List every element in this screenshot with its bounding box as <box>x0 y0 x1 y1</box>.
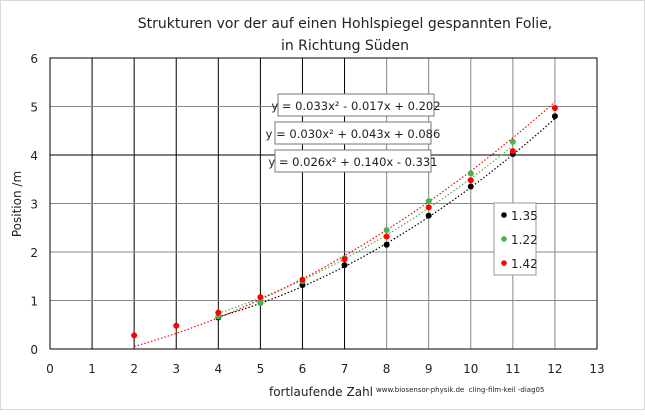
data-point-1.22 <box>509 138 516 145</box>
legend-marker-1.42 <box>501 260 507 266</box>
y-tick-label: 0 <box>30 343 38 357</box>
x-tick-label: 4 <box>214 362 222 376</box>
data-point-1.42 <box>341 256 348 263</box>
equation-box <box>274 121 432 145</box>
x-tick-label: 12 <box>547 362 562 376</box>
x-tick-label: 1 <box>88 362 96 376</box>
chart-title-line1: Strukturen vor der auf einen Hohlspiegel… <box>138 16 553 32</box>
data-point-1.42 <box>509 148 516 155</box>
watermark: www.biosensor-physik.de cling-film-keil … <box>376 386 544 394</box>
chart-title-line2: in Richtung Süden <box>281 38 409 54</box>
trendline-equation: y = 0.026x² + 0.140x - 0.331 <box>268 155 437 169</box>
x-tick-label: 10 <box>463 362 478 376</box>
data-point-1.22 <box>383 227 390 234</box>
trendline-equation: y = 0.033x² - 0.017x + 0.202 <box>271 99 440 113</box>
x-tick-label: 7 <box>341 362 349 376</box>
x-tick-label: 9 <box>425 362 433 376</box>
y-tick-label: 6 <box>30 52 38 66</box>
legend-marker-1.22 <box>501 236 507 242</box>
y-axis-label: Position /m <box>10 171 24 237</box>
data-point-1.22 <box>467 170 474 177</box>
data-point-1.42 <box>467 177 474 184</box>
plot-area-border <box>49 57 598 350</box>
trendline-1.22 <box>218 145 514 314</box>
x-tick-label: 8 <box>383 362 391 376</box>
data-point-1.22 <box>257 299 264 306</box>
x-tick-label: 13 <box>589 362 604 376</box>
y-tick-label: 1 <box>30 295 38 309</box>
x-tick-label: 2 <box>130 362 138 376</box>
x-tick-label: 3 <box>172 362 180 376</box>
y-tick-label: 2 <box>30 246 38 260</box>
legend-marker-1.35 <box>501 212 507 218</box>
x-tick-label: 6 <box>299 362 307 376</box>
x-tick-label: 11 <box>505 362 520 376</box>
data-point-1.42 <box>257 294 264 301</box>
x-axis-label: fortlaufende Zahl <box>269 385 373 399</box>
data-point-1.42 <box>425 204 432 211</box>
y-tick-label: 4 <box>30 149 38 163</box>
legend-label: 1.42 <box>511 257 538 271</box>
legend-box <box>493 202 537 276</box>
y-tick-label: 3 <box>30 198 38 212</box>
legend-label: 1.22 <box>511 233 538 247</box>
data-point-1.35 <box>551 113 558 120</box>
data-point-1.42 <box>551 104 558 111</box>
data-point-1.35 <box>425 212 432 219</box>
x-tick-label: 5 <box>257 362 265 376</box>
equation-box <box>277 93 435 117</box>
legend-label: 1.35 <box>511 209 538 223</box>
data-point-1.42 <box>215 309 222 316</box>
data-point-1.42 <box>131 332 138 339</box>
x-tick-label: 0 <box>46 362 54 376</box>
data-point-1.42 <box>299 276 306 283</box>
data-point-1.35 <box>341 262 348 269</box>
y-tick-label: 5 <box>30 101 38 115</box>
data-point-1.42 <box>383 233 390 240</box>
data-point-1.22 <box>425 198 432 205</box>
equation-box <box>274 149 432 173</box>
trendline-equation: y = 0.030x² + 0.043x + 0.086 <box>266 127 441 141</box>
data-point-1.42 <box>173 322 180 329</box>
data-point-1.35 <box>467 183 474 190</box>
trendline-1.42 <box>134 101 556 347</box>
data-point-1.35 <box>383 241 390 248</box>
